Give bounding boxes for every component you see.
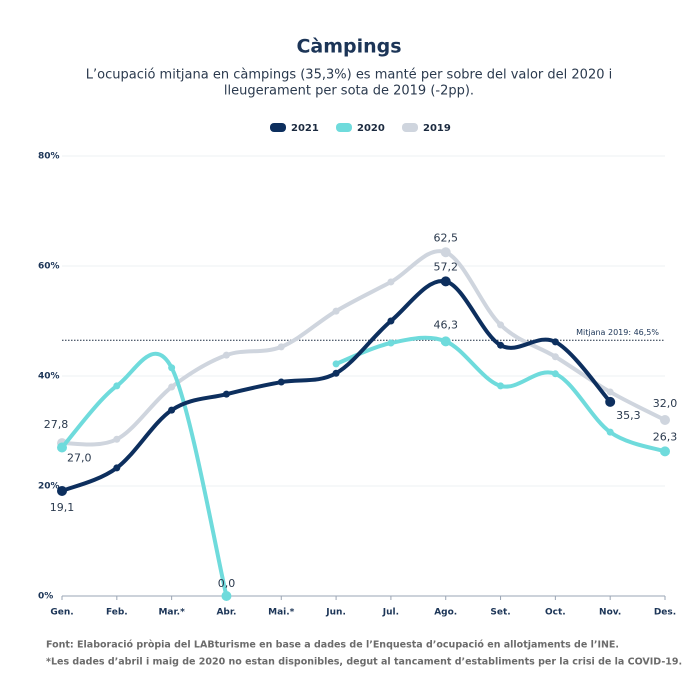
- point: [332, 360, 340, 368]
- point: [113, 435, 121, 443]
- point: [440, 336, 451, 347]
- legend-label: 2019: [423, 123, 451, 134]
- legend-swatch: [402, 123, 418, 132]
- point: [440, 276, 451, 287]
- reference-label: Mitjana 2019: 46,5%: [576, 328, 659, 337]
- point: [551, 338, 559, 346]
- x-tick-label: Ago.: [434, 608, 457, 618]
- data-label: 27,8: [44, 418, 69, 431]
- point: [168, 406, 176, 414]
- footnote: Font: Elaboració pròpia del LABturisme e…: [46, 640, 619, 651]
- point: [660, 446, 670, 457]
- point: [387, 278, 395, 286]
- data-label: 32,0: [653, 397, 678, 410]
- x-tick-label: Feb.: [106, 608, 128, 618]
- y-tick-label: 60%: [38, 262, 60, 272]
- x-tick-label: Mar.*: [158, 608, 185, 618]
- x-tick-label: Jul.: [382, 608, 399, 618]
- x-tick-label: Nov.: [599, 608, 621, 618]
- point: [497, 382, 505, 390]
- data-label: 35,3: [616, 409, 641, 422]
- point: [497, 321, 505, 329]
- subtitle: lleugerament per sota de 2019 (-2pp).: [224, 84, 474, 99]
- y-tick-label: 80%: [38, 152, 60, 162]
- y-tick-label: 20%: [38, 482, 60, 492]
- point: [277, 343, 285, 351]
- line-2019: [60, 249, 667, 447]
- point: [660, 415, 670, 425]
- point: [497, 341, 505, 349]
- point: [605, 396, 616, 407]
- point: [168, 383, 176, 391]
- footnote: *Les dades d’abril i maig de 2020 no est…: [46, 657, 682, 668]
- legend-swatch: [336, 123, 352, 132]
- point: [606, 388, 614, 396]
- y-tick-label: 0%: [38, 592, 53, 602]
- y-tick-label: 40%: [38, 372, 60, 382]
- data-label: 62,5: [433, 231, 458, 244]
- point: [551, 353, 559, 361]
- line-2021: [60, 279, 613, 493]
- x-tick-label: Des.: [654, 608, 676, 618]
- data-label: 0,0: [218, 577, 236, 590]
- point: [222, 390, 230, 398]
- subtitle: L’ocupació mitjana en càmpings (35,3%) e…: [86, 68, 612, 83]
- point: [332, 369, 340, 377]
- point: [57, 442, 67, 453]
- data-label: 19,1: [50, 501, 75, 514]
- x-tick-label: Set.: [490, 608, 510, 618]
- data-label: 26,3: [653, 430, 678, 443]
- point: [277, 378, 285, 386]
- legend-label: 2021: [291, 123, 319, 134]
- point: [221, 591, 232, 601]
- x-tick-label: Abr.: [216, 608, 236, 618]
- legend-label: 2020: [357, 123, 385, 134]
- chart-title: Càmpings: [296, 36, 401, 58]
- point: [168, 364, 176, 372]
- point: [387, 317, 395, 325]
- point: [551, 370, 559, 378]
- legend-swatch: [270, 123, 286, 132]
- point: [440, 247, 451, 258]
- point: [57, 485, 67, 496]
- point: [387, 339, 395, 347]
- x-tick-label: Oct.: [545, 608, 566, 618]
- x-tick-label: Mai.*: [268, 608, 295, 618]
- point: [113, 382, 121, 390]
- data-label: 27,0: [67, 452, 92, 465]
- x-tick-label: Gen.: [50, 608, 73, 618]
- point: [606, 428, 614, 436]
- point: [113, 464, 121, 472]
- x-tick-label: Jun.: [325, 608, 346, 618]
- data-label: 46,3: [433, 318, 458, 331]
- point: [332, 307, 340, 315]
- point: [222, 351, 230, 359]
- data-label: 57,2: [433, 260, 458, 273]
